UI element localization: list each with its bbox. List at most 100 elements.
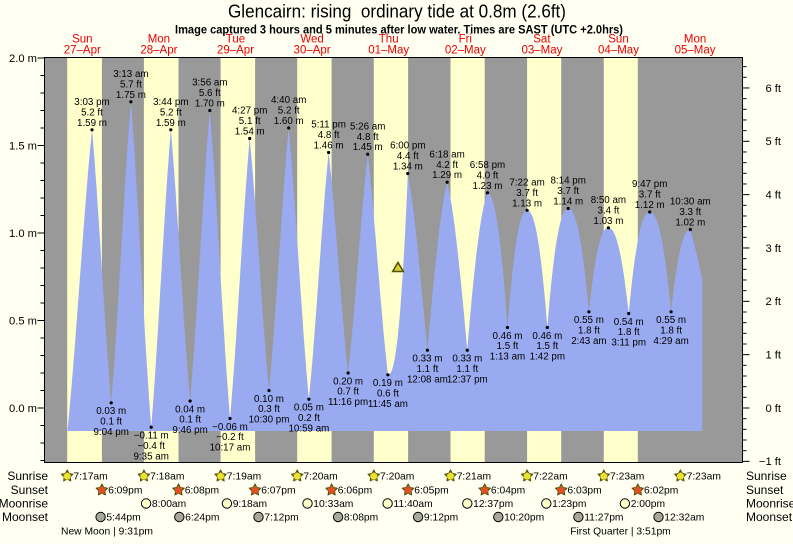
svg-text:7:22 am: 7:22 am [509,178,544,189]
svg-text:1.29 m: 1.29 m [432,170,462,181]
svg-text:6:58 pm: 6:58 pm [470,160,505,171]
svg-text:5:11 pm: 5:11 pm [311,120,346,131]
svg-text:Thu: Thu [379,33,399,45]
svg-text:02–May: 02–May [445,45,486,57]
svg-text:12:37pm: 12:37pm [473,499,513,510]
svg-text:0.33 m: 0.33 m [452,354,482,365]
svg-text:0.6 ft: 0.6 ft [377,388,399,399]
svg-text:1.75 m: 1.75 m [116,90,146,101]
svg-text:0.7 ft: 0.7 ft [337,387,359,398]
svg-text:Moonset: Moonset [2,510,49,524]
svg-text:11:27pm: 11:27pm [584,513,623,524]
svg-text:1.8 ft: 1.8 ft [660,325,682,336]
svg-text:8:14 pm: 8:14 pm [550,176,585,187]
svg-text:0.04 m: 0.04 m [175,404,205,415]
svg-text:1 ft: 1 ft [765,350,781,362]
svg-text:10:30 am: 10:30 am [670,197,711,208]
svg-text:8:08pm: 8:08pm [344,513,378,524]
svg-text:7:19am: 7:19am [227,472,261,483]
svg-text:7:12pm: 7:12pm [264,513,298,524]
svg-text:1.1 ft: 1.1 ft [456,364,478,375]
svg-text:1.5 ft: 1.5 ft [536,341,558,352]
svg-text:7:23am: 7:23am [610,472,644,483]
svg-text:10:30 pm: 10:30 pm [249,415,290,426]
svg-text:0.46 m: 0.46 m [493,331,523,342]
svg-text:Wed: Wed [300,33,323,45]
svg-text:8:50 am: 8:50 am [591,195,626,206]
svg-text:Moonset: Moonset [746,510,793,524]
svg-text:12:08 am: 12:08 am [407,374,448,385]
svg-text:Mon: Mon [684,33,706,45]
svg-text:3.7 ft: 3.7 ft [557,186,579,197]
svg-text:0.20 m: 0.20 m [333,376,363,387]
svg-text:New Moon | 9:31pm: New Moon | 9:31pm [61,527,153,538]
svg-text:12:32am: 12:32am [664,513,704,524]
svg-text:2:43 am: 2:43 am [571,336,606,347]
svg-text:−1 ft: −1 ft [759,456,782,468]
svg-text:1.59 m: 1.59 m [77,118,107,129]
svg-text:6 ft: 6 ft [765,83,781,95]
svg-text:1.60 m: 1.60 m [274,116,304,127]
svg-text:0.0 m: 0.0 m [9,403,37,415]
svg-text:10:59 am: 10:59 am [288,423,329,434]
svg-text:0.55 m: 0.55 m [574,315,604,326]
svg-text:8:00am: 8:00am [152,499,186,510]
svg-text:0.54 m: 0.54 m [614,317,644,328]
svg-text:3:56 am: 3:56 am [192,78,227,89]
svg-text:3:03 pm: 3:03 pm [74,97,109,108]
svg-text:11:40am: 11:40am [393,499,432,510]
svg-text:1.8 ft: 1.8 ft [578,325,600,336]
svg-text:Sunrise: Sunrise [746,469,787,483]
svg-text:−0.06 m: −0.06 m [212,422,248,433]
svg-text:First Quarter | 3:51pm: First Quarter | 3:51pm [570,527,671,538]
svg-text:6:02pm: 6:02pm [644,486,678,497]
svg-text:3.7 ft: 3.7 ft [516,188,538,199]
svg-text:7:18am: 7:18am [150,472,184,483]
svg-text:10:33am: 10:33am [313,499,353,510]
svg-text:9:04 pm: 9:04 pm [93,427,128,438]
svg-text:Moonrise: Moonrise [746,497,793,511]
svg-text:1.46 m: 1.46 m [314,141,344,152]
svg-text:6:08pm: 6:08pm [185,486,219,497]
svg-text:10:20pm: 10:20pm [504,513,544,524]
svg-text:1.0 m: 1.0 m [9,228,37,240]
svg-text:−0.2 ft: −0.2 ft [216,432,244,443]
svg-text:1:23pm: 1:23pm [552,499,586,510]
svg-text:Sunset: Sunset [746,483,784,497]
svg-text:Sun: Sun [608,33,628,45]
svg-text:11:16 pm: 11:16 pm [328,397,368,408]
svg-text:0.3 ft: 0.3 ft [258,404,280,415]
svg-text:3.7 ft: 3.7 ft [639,190,661,201]
svg-text:Sun: Sun [72,33,92,45]
svg-text:0.10 m: 0.10 m [254,394,284,405]
svg-text:9:35 am: 9:35 am [133,451,168,462]
svg-text:01–May: 01–May [368,45,409,57]
svg-text:Glencairn: rising ordinary ti: Glencairn: rising ordinary tide at 0.8m … [228,2,566,22]
svg-text:6:06pm: 6:06pm [338,486,372,497]
svg-text:7:17am: 7:17am [73,472,107,483]
svg-text:12:37 pm: 12:37 pm [447,374,488,385]
svg-text:3.4 ft: 3.4 ft [598,205,620,216]
svg-text:4:40 am: 4:40 am [271,95,306,106]
svg-text:0.05 m: 0.05 m [294,403,324,414]
svg-text:1.1 ft: 1.1 ft [417,364,439,375]
svg-text:1:42 pm: 1:42 pm [530,352,565,363]
svg-text:4.0 ft: 4.0 ft [477,170,499,181]
svg-text:5.2 ft: 5.2 ft [81,107,103,118]
svg-text:0.33 m: 0.33 m [412,354,442,365]
svg-text:Image captured 3 hours and 5 m: Image captured 3 hours and 5 minutes aft… [175,23,623,37]
svg-text:7:21am: 7:21am [457,472,491,483]
svg-text:3:11 pm: 3:11 pm [611,338,646,349]
svg-text:7:20am: 7:20am [380,472,414,483]
svg-text:0.19 m: 0.19 m [373,378,403,389]
svg-text:3 ft: 3 ft [765,243,781,255]
svg-text:1.12 m: 1.12 m [635,200,665,211]
svg-text:1.03 m: 1.03 m [593,216,623,227]
svg-text:1.5 ft: 1.5 ft [497,341,519,352]
svg-text:1.13 m: 1.13 m [512,198,542,209]
svg-text:1:13 am: 1:13 am [490,352,525,363]
svg-text:1.02 m: 1.02 m [675,218,705,229]
svg-text:7:20am: 7:20am [303,472,337,483]
svg-text:0.55 m: 0.55 m [656,315,686,326]
svg-text:5.6 ft: 5.6 ft [199,88,221,99]
